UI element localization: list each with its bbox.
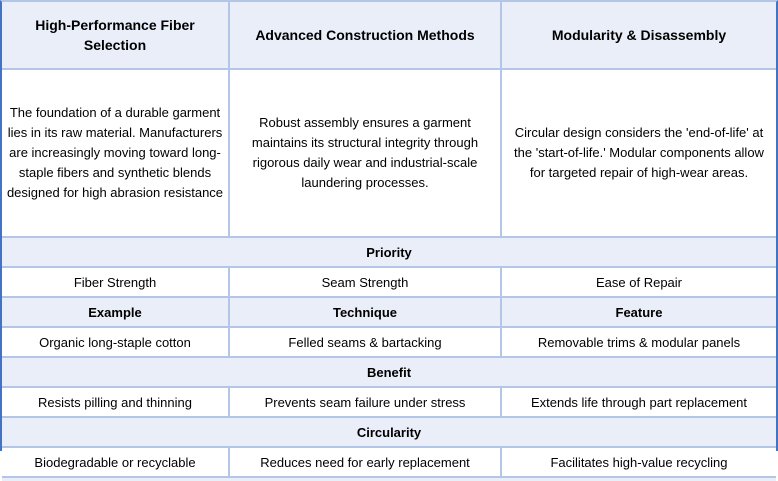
section-header-circularity: Circularity: [2, 416, 776, 448]
feature-value: Removable trims & modular panels: [500, 326, 776, 358]
description-construction-methods: Robust assembly ensures a garment mainta…: [228, 68, 502, 238]
section-header-row-circularity: Circularity: [2, 416, 776, 448]
sub-values-row: Organic long-staple cotton Felled seams …: [2, 326, 776, 358]
section-header-row-priority: Priority: [2, 236, 776, 268]
sub-header-feature: Feature: [500, 296, 776, 328]
sub-header-row: Example Technique Feature: [2, 296, 776, 328]
sub-header-technique: Technique: [228, 296, 502, 328]
description-modularity: Circular design considers the 'end-of-li…: [500, 68, 776, 238]
benefit-value-modularity: Extends life through part replacement: [500, 386, 776, 418]
benefit-values-row: Resists pilling and thinning Prevents se…: [2, 386, 776, 418]
description-row: The foundation of a durable garment lies…: [2, 68, 776, 238]
cutoff-row-strip: [2, 476, 776, 481]
priority-values-row: Fiber Strength Seam Strength Ease of Rep…: [2, 266, 776, 298]
benefit-value-fiber: Resists pilling and thinning: [2, 386, 230, 418]
section-header-benefit: Benefit: [2, 356, 776, 388]
circularity-values-row: Biodegradable or recyclable Reduces need…: [2, 446, 776, 478]
priority-value-repair: Ease of Repair: [500, 266, 776, 298]
column-header-row: High-Performance Fiber Selection Advance…: [2, 2, 776, 70]
section-header-row-benefit: Benefit: [2, 356, 776, 388]
circularity-value-seam: Reduces need for early replacement: [228, 446, 502, 478]
example-value: Organic long-staple cotton: [2, 326, 230, 358]
circularity-value-modularity: Facilitates high-value recycling: [500, 446, 776, 478]
circularity-value-fiber: Biodegradable or recyclable: [2, 446, 230, 478]
section-header-priority: Priority: [2, 236, 776, 268]
benefit-value-seam: Prevents seam failure under stress: [228, 386, 502, 418]
priority-value-fiber: Fiber Strength: [2, 266, 230, 298]
technique-value: Felled seams & bartacking: [228, 326, 502, 358]
column-header-fiber-selection: High-Performance Fiber Selection: [2, 2, 230, 70]
sub-header-example: Example: [2, 296, 230, 328]
description-fiber-selection: The foundation of a durable garment lies…: [2, 68, 230, 238]
priority-value-seam: Seam Strength: [228, 266, 502, 298]
column-header-construction-methods: Advanced Construction Methods: [228, 2, 502, 70]
column-header-modularity: Modularity & Disassembly: [500, 2, 776, 70]
cutoff-row-cell: [2, 476, 776, 481]
